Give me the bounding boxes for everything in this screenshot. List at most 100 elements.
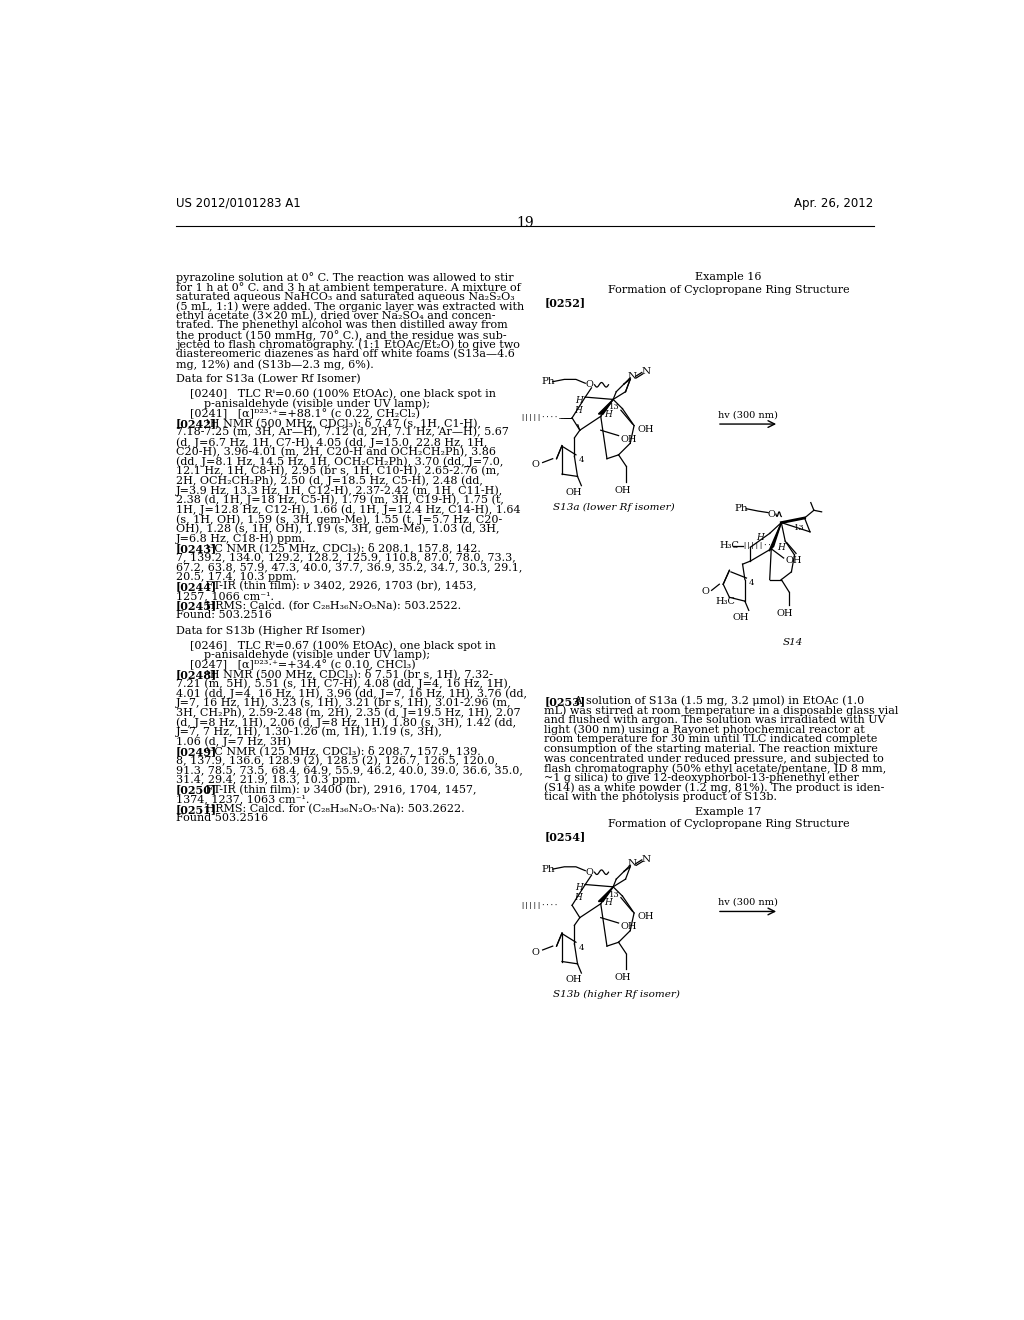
- Text: consumption of the starting material. The reaction mixture: consumption of the starting material. Th…: [544, 744, 878, 754]
- Text: OH: OH: [777, 609, 794, 618]
- Text: mL) was stirred at room temperature in a disposable glass vial: mL) was stirred at room temperature in a…: [544, 705, 898, 715]
- Text: (d, J=8 Hz, 1H), 2.06 (d, J=8 Hz, 1H), 1.80 (s, 3H), 1.42 (dd,: (d, J=8 Hz, 1H), 2.06 (d, J=8 Hz, 1H), 1…: [176, 717, 516, 727]
- Text: C20-H), 3.96-4.01 (m, 2H, C20-H and OCH₂CH₂Ph), 3.86: C20-H), 3.96-4.01 (m, 2H, C20-H and OCH₂…: [176, 446, 496, 457]
- Text: J=7, 16 Hz, 1H), 3.23 (s, 1H), 3.21 (br s, 1H), 3.01-2.96 (m,: J=7, 16 Hz, 1H), 3.23 (s, 1H), 3.21 (br …: [176, 698, 512, 709]
- Text: O: O: [531, 461, 540, 470]
- Text: J=6.8 Hz, C18-H) ppm.: J=6.8 Hz, C18-H) ppm.: [176, 533, 306, 544]
- Text: HRMS: Calcd. (for C₂₈H₃₆N₂O₅Na): 503.2522.: HRMS: Calcd. (for C₂₈H₃₆N₂O₅Na): 503.252…: [196, 601, 462, 611]
- Text: 4: 4: [579, 457, 584, 465]
- Text: 2H, OCH₂CH₂Ph), 2.50 (d, J=18.5 Hz, C5-H), 2.48 (dd,: 2H, OCH₂CH₂Ph), 2.50 (d, J=18.5 Hz, C5-H…: [176, 475, 483, 486]
- Text: Ph: Ph: [541, 378, 555, 387]
- Polygon shape: [769, 523, 781, 552]
- Text: OH: OH: [614, 973, 631, 982]
- Text: HRMS: Calcd. for (C₂₈H₃₆N₂O₅·Na): 503.2622.: HRMS: Calcd. for (C₂₈H₃₆N₂O₅·Na): 503.26…: [196, 804, 465, 814]
- Text: N: N: [627, 859, 636, 869]
- Text: ~1 g silica) to give 12-deoxyphorbol-13-phenethyl ether: ~1 g silica) to give 12-deoxyphorbol-13-…: [544, 774, 859, 784]
- Text: OH: OH: [614, 486, 631, 495]
- Text: 8, 137.9, 136.6, 128.9 (2), 128.5 (2), 126.7, 126.5, 120.0,: 8, 137.9, 136.6, 128.9 (2), 128.5 (2), 1…: [176, 755, 498, 766]
- Text: light (300 nm) using a Rayonet photochemical reactor at: light (300 nm) using a Rayonet photochem…: [544, 725, 865, 735]
- Text: OH: OH: [565, 488, 582, 496]
- Text: H₃C: H₃C: [719, 541, 739, 550]
- Text: S13b (higher Rf isomer): S13b (higher Rf isomer): [553, 990, 680, 999]
- Text: ¹³C NMR (125 MHz, CDCl₃): δ 208.1, 157.8, 142.: ¹³C NMR (125 MHz, CDCl₃): δ 208.1, 157.8…: [196, 543, 481, 553]
- Text: [0250]: [0250]: [176, 784, 217, 796]
- Text: OH: OH: [621, 923, 637, 932]
- Polygon shape: [598, 887, 613, 902]
- Text: US 2012/0101283 A1: US 2012/0101283 A1: [176, 197, 301, 210]
- Text: was concentrated under reduced pressure, and subjected to: was concentrated under reduced pressure,…: [544, 754, 884, 763]
- Text: [0249]: [0249]: [176, 746, 217, 756]
- Text: room temperature for 30 min until TLC indicated complete: room temperature for 30 min until TLC in…: [544, 734, 878, 744]
- Text: (5 mL, 1:1) were added. The organic layer was extracted with: (5 mL, 1:1) were added. The organic laye…: [176, 301, 524, 312]
- Text: ¹³C NMR (125 MHz, CDCl₃): δ 208.7, 157.9, 139.: ¹³C NMR (125 MHz, CDCl₃): δ 208.7, 157.9…: [196, 746, 481, 756]
- Text: [0248]: [0248]: [176, 669, 217, 680]
- Text: 4: 4: [579, 944, 584, 952]
- Text: Found: 503.2516: Found: 503.2516: [176, 610, 272, 620]
- Text: [0247]   [α]ᴰ²³⋅⁺=+34.4° (c 0.10, CHCl₃): [0247] [α]ᴰ²³⋅⁺=+34.4° (c 0.10, CHCl₃): [190, 659, 416, 671]
- Text: H: H: [574, 405, 583, 414]
- Text: tical with the photolysis product of S13b.: tical with the photolysis product of S13…: [544, 792, 777, 803]
- Text: |||||···: |||||···: [742, 543, 776, 549]
- Text: H: H: [604, 898, 611, 907]
- Text: |||||····: |||||····: [520, 902, 558, 908]
- Text: OH: OH: [621, 436, 637, 444]
- Text: S14: S14: [782, 638, 803, 647]
- Text: and flushed with argon. The solution was irradiated with UV: and flushed with argon. The solution was…: [544, 715, 886, 725]
- Text: H₃C: H₃C: [716, 597, 735, 606]
- Text: for 1 h at 0° C. and 3 h at ambient temperature. A mixture of: for 1 h at 0° C. and 3 h at ambient temp…: [176, 282, 521, 293]
- Text: H: H: [604, 411, 611, 420]
- Text: 3H, CH₂Ph), 2.59-2.48 (m, 2H), 2.35 (d, J=19.5 Hz, 1H), 2.07: 3H, CH₂Ph), 2.59-2.48 (m, 2H), 2.35 (d, …: [176, 708, 520, 718]
- Text: OH: OH: [733, 612, 750, 622]
- Text: 13: 13: [609, 403, 621, 411]
- Text: ethyl acetate (3×20 mL), dried over Na₂SO₄ and concen-: ethyl acetate (3×20 mL), dried over Na₂S…: [176, 312, 496, 322]
- Text: 4.01 (dd, J=4, 16 Hz, 1H), 3.96 (dd, J=7, 16 Hz, 1H), 3.76 (dd,: 4.01 (dd, J=4, 16 Hz, 1H), 3.96 (dd, J=7…: [176, 688, 527, 698]
- Text: O: O: [531, 948, 540, 957]
- Text: ¹H NMR (500 MHz, CDCl₃): δ 7.51 (br s, 1H), 7.32-: ¹H NMR (500 MHz, CDCl₃): δ 7.51 (br s, 1…: [196, 669, 494, 680]
- Text: 7.21 (m, 5H), 5.51 (s, 1H, C7-H), 4.08 (dd, J=4, 16 Hz, 1H),: 7.21 (m, 5H), 5.51 (s, 1H, C7-H), 4.08 (…: [176, 678, 511, 689]
- Text: H: H: [757, 533, 764, 541]
- Text: O: O: [586, 867, 594, 876]
- Text: Formation of Cyclopropane Ring Structure: Formation of Cyclopropane Ring Structure: [608, 818, 850, 829]
- Text: [0241]   [α]ᴰ²³⋅⁺=+88.1° (c 0.22, CH₂Cl₂): [0241] [α]ᴰ²³⋅⁺=+88.1° (c 0.22, CH₂Cl₂): [190, 408, 420, 418]
- Text: FT-IR (thin film): ν 3402, 2926, 1703 (br), 1453,: FT-IR (thin film): ν 3402, 2926, 1703 (b…: [196, 581, 477, 591]
- Text: Apr. 26, 2012: Apr. 26, 2012: [795, 197, 873, 210]
- Text: FT-IR (thin film): ν 3400 (br), 2916, 1704, 1457,: FT-IR (thin film): ν 3400 (br), 2916, 17…: [196, 784, 477, 795]
- Text: trated. The phenethyl alcohol was then distilled away from: trated. The phenethyl alcohol was then d…: [176, 321, 508, 330]
- Text: [0246]   TLC Rⁱ=0.67 (100% EtOAc), one black spot in: [0246] TLC Rⁱ=0.67 (100% EtOAc), one bla…: [190, 640, 496, 651]
- Text: 91.3, 78.5, 73.5, 68.4, 64.9, 55.9, 46.2, 40.0, 39.0, 36.6, 35.0,: 91.3, 78.5, 73.5, 68.4, 64.9, 55.9, 46.2…: [176, 766, 523, 775]
- Text: [0254]: [0254]: [544, 832, 586, 842]
- Text: hv (300 nm): hv (300 nm): [718, 411, 778, 420]
- Text: 1H, J=12.8 Hz, C12-H), 1.66 (d, 1H, J=12.4 Hz, C14-H), 1.64: 1H, J=12.8 Hz, C12-H), 1.66 (d, 1H, J=12…: [176, 504, 520, 515]
- Text: A solution of S13a (1.5 mg, 3.2 μmol) in EtOAc (1.0: A solution of S13a (1.5 mg, 3.2 μmol) in…: [563, 696, 864, 706]
- Text: 13: 13: [794, 524, 805, 532]
- Text: 1.06 (d, J=7 Hz, 3H): 1.06 (d, J=7 Hz, 3H): [176, 737, 291, 747]
- Text: H: H: [777, 543, 785, 552]
- Text: 4: 4: [749, 579, 755, 587]
- Text: diastereomeric diazenes as hard off white foams (S13a—4.6: diastereomeric diazenes as hard off whit…: [176, 350, 515, 359]
- Text: 67.2, 63.8, 57.9, 47.3, 40.0, 37.7, 36.9, 35.2, 34.7, 30.3, 29.1,: 67.2, 63.8, 57.9, 47.3, 40.0, 37.7, 36.9…: [176, 562, 522, 572]
- Text: O: O: [701, 587, 710, 597]
- Text: Data for S13b (Higher Rf Isomer): Data for S13b (Higher Rf Isomer): [176, 626, 366, 636]
- Text: 31.4, 29.4, 21.9, 18.3, 10.3 ppm.: 31.4, 29.4, 21.9, 18.3, 10.3 ppm.: [176, 775, 360, 785]
- Text: (d, J=6.7 Hz, 1H, C7-H), 4.05 (dd, J=15.0, 22.8 Hz, 1H,: (d, J=6.7 Hz, 1H, C7-H), 4.05 (dd, J=15.…: [176, 437, 487, 447]
- Text: [0244]: [0244]: [176, 581, 217, 593]
- Text: [0253]: [0253]: [544, 696, 586, 708]
- Text: p-anisaldehyde (visible under UV lamp);: p-anisaldehyde (visible under UV lamp);: [204, 649, 430, 660]
- Text: N: N: [627, 372, 636, 380]
- Text: Found 503.2516: Found 503.2516: [176, 813, 268, 824]
- Text: 13: 13: [609, 891, 621, 899]
- Text: hv (300 nm): hv (300 nm): [718, 898, 778, 907]
- Text: 12.1 Hz, 1H, C8-H), 2.95 (br s, 1H, C10-H), 2.65-2.76 (m,: 12.1 Hz, 1H, C8-H), 2.95 (br s, 1H, C10-…: [176, 466, 500, 477]
- Text: N: N: [641, 367, 650, 376]
- Text: (s, 1H, OH), 1.59 (s, 3H, gem-Me), 1.55 (t, J=5.7 Hz, C20-: (s, 1H, OH), 1.59 (s, 3H, gem-Me), 1.55 …: [176, 513, 503, 524]
- Text: 20.5, 17.4, 10.3 ppm.: 20.5, 17.4, 10.3 ppm.: [176, 572, 296, 582]
- Text: [0242]: [0242]: [176, 417, 217, 429]
- Text: H: H: [575, 883, 583, 892]
- Text: flash chromatography (50% ethyl acetate/pentane, ID 8 mm,: flash chromatography (50% ethyl acetate/…: [544, 763, 887, 774]
- Text: ¹H NMR (500 MHz, CDCl₃): δ 7.47 (s, 1H, C1-H),: ¹H NMR (500 MHz, CDCl₃): δ 7.47 (s, 1H, …: [196, 417, 481, 429]
- Text: Formation of Cyclopropane Ring Structure: Formation of Cyclopropane Ring Structure: [608, 285, 850, 294]
- Text: [0245]: [0245]: [176, 601, 217, 611]
- Text: OH: OH: [638, 425, 654, 434]
- Text: OH: OH: [565, 975, 582, 985]
- Text: |||||····: |||||····: [520, 414, 558, 421]
